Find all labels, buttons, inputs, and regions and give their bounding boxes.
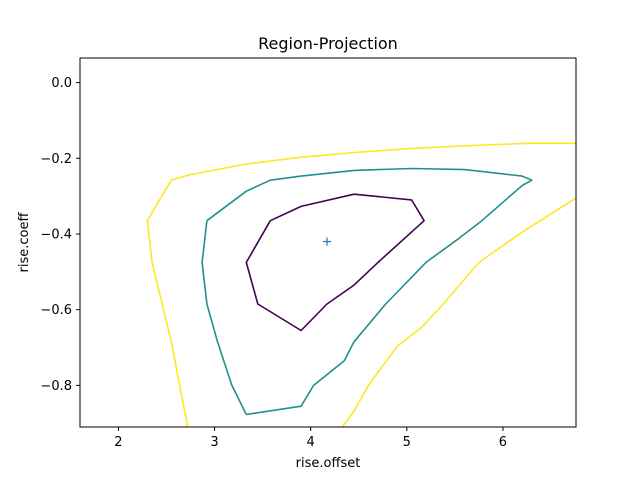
contour-line-2: [201, 167, 533, 416]
x-axis-ticks: 2 3 4 5 6: [114, 427, 507, 450]
y-tick-label: −0.6: [40, 303, 72, 318]
x-tick-label: 2: [114, 435, 122, 450]
contour-line-4: [341, 197, 576, 427]
x-tick-label: 5: [403, 435, 411, 450]
y-axis-ticks: 0.0 −0.2 −0.4 −0.6 −0.8: [40, 76, 80, 394]
x-tick-label: 3: [210, 435, 218, 450]
y-tick-label: −0.2: [40, 152, 72, 167]
contour-line-1: [245, 193, 425, 332]
plot-content: [146, 142, 576, 427]
contour-line-3: [146, 142, 576, 427]
y-axis-label: rise.coeff: [17, 212, 32, 273]
y-tick-label: −0.4: [40, 227, 72, 242]
x-tick-label: 4: [307, 435, 315, 450]
x-axis-label: rise.offset: [296, 456, 361, 471]
x-tick-label: 6: [499, 435, 507, 450]
y-tick-label: −0.8: [40, 379, 72, 394]
y-tick-label: 0.0: [51, 76, 72, 91]
center-marker: [323, 237, 332, 246]
plot-frame: [79, 57, 577, 428]
chart-title: Region-Projection: [258, 34, 398, 53]
